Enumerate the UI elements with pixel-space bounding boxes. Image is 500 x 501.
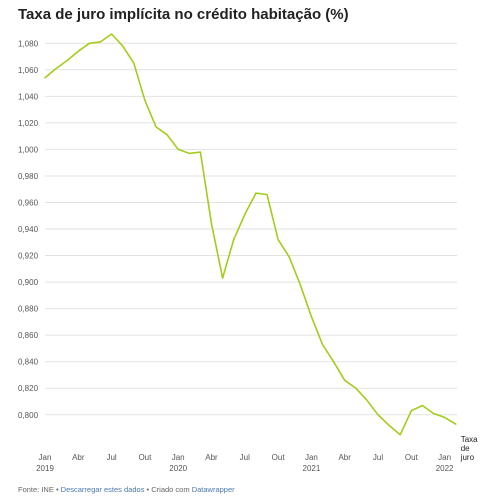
footer: Fonte: INE • Descarregar estes dados • C…: [18, 485, 235, 494]
x-tick-label: Out: [272, 453, 286, 462]
x-tick-label: Abr: [338, 453, 351, 462]
y-tick-label: 1,020: [18, 119, 39, 128]
series-label: de: [461, 444, 470, 453]
datawrapper-link[interactable]: Datawrapper: [191, 485, 235, 494]
footer-separator: •: [53, 485, 61, 494]
y-tick-label: 0,940: [18, 225, 39, 234]
x-tick-label: Jul: [106, 453, 116, 462]
y-tick-label: 1,060: [18, 66, 39, 75]
y-tick-label: 1,080: [18, 39, 39, 48]
y-tick-label: 0,980: [18, 172, 39, 181]
x-tick-label: Jan: [305, 453, 318, 462]
chart-title: Taxa de juro implícita no crédito habita…: [18, 6, 349, 23]
y-tick-label: 0,840: [18, 358, 39, 367]
x-tick-year: 2021: [303, 464, 321, 473]
x-tick-year: 2020: [169, 464, 187, 473]
x-tick-label: Jul: [373, 453, 383, 462]
x-tick-label: Abr: [72, 453, 85, 462]
y-tick-label: 1,040: [18, 92, 39, 101]
x-tick-label: Jan: [39, 453, 52, 462]
series-label: juro: [460, 453, 475, 462]
series-line: [44, 33, 457, 436]
y-tick-label: 0,920: [18, 252, 39, 261]
y-axis: 0,800 0,820 0,840 0,860 0,880 0,900 0,920 0,940…: [18, 39, 39, 420]
footer-created-with: • Criado com: [144, 485, 192, 494]
y-tick-label: 0,800: [18, 411, 39, 420]
x-tick-label: Jan: [438, 453, 451, 462]
y-tick-label: 0,820: [18, 384, 39, 393]
y-tick-label: 0,860: [18, 331, 39, 340]
x-axis: Jan 2019 Abr Jul Out Jan 2020 Abr Jul Out Jan 2021 A…: [36, 453, 454, 473]
x-tick-label: Jan: [172, 453, 185, 462]
y-tick-label: 0,900: [18, 278, 39, 287]
x-tick-year: 2019: [36, 464, 54, 473]
x-tick-label: Out: [405, 453, 419, 462]
y-tick-label: 1,000: [18, 145, 39, 154]
y-tick-label: 0,880: [18, 305, 39, 314]
grid-lines: [45, 42, 457, 416]
download-data-link[interactable]: Descarregar estes dados: [60, 485, 145, 494]
footer-source: Fonte: INE: [18, 485, 54, 494]
x-tick-label: Abr: [205, 453, 218, 462]
x-tick-label: Out: [138, 453, 152, 462]
y-tick-label: 0,960: [18, 198, 39, 207]
series-label: Taxa: [461, 435, 478, 444]
x-tick-label: Jul: [240, 453, 250, 462]
x-tick-year: 2022: [436, 464, 454, 473]
